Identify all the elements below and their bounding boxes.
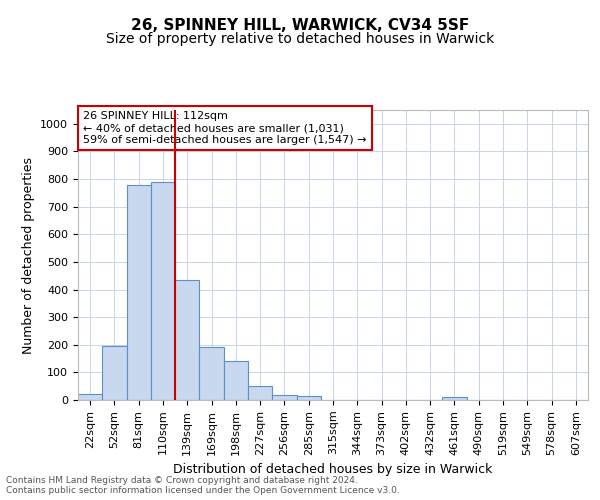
Bar [248, 386, 272, 400]
Bar [175, 280, 199, 400]
Bar [151, 182, 175, 400]
Bar [199, 347, 224, 400]
Bar [78, 394, 102, 400]
Text: 26, SPINNEY HILL, WARWICK, CV34 5SF: 26, SPINNEY HILL, WARWICK, CV34 5SF [131, 18, 469, 32]
Bar [102, 346, 127, 400]
Bar [296, 396, 321, 400]
X-axis label: Distribution of detached houses by size in Warwick: Distribution of detached houses by size … [173, 463, 493, 476]
Bar [442, 397, 467, 400]
Text: Contains HM Land Registry data © Crown copyright and database right 2024.
Contai: Contains HM Land Registry data © Crown c… [6, 476, 400, 495]
Text: 26 SPINNEY HILL: 112sqm
← 40% of detached houses are smaller (1,031)
59% of semi: 26 SPINNEY HILL: 112sqm ← 40% of detache… [83, 112, 367, 144]
Text: Size of property relative to detached houses in Warwick: Size of property relative to detached ho… [106, 32, 494, 46]
Bar [224, 361, 248, 400]
Bar [127, 184, 151, 400]
Y-axis label: Number of detached properties: Number of detached properties [22, 156, 35, 354]
Bar [272, 395, 296, 400]
